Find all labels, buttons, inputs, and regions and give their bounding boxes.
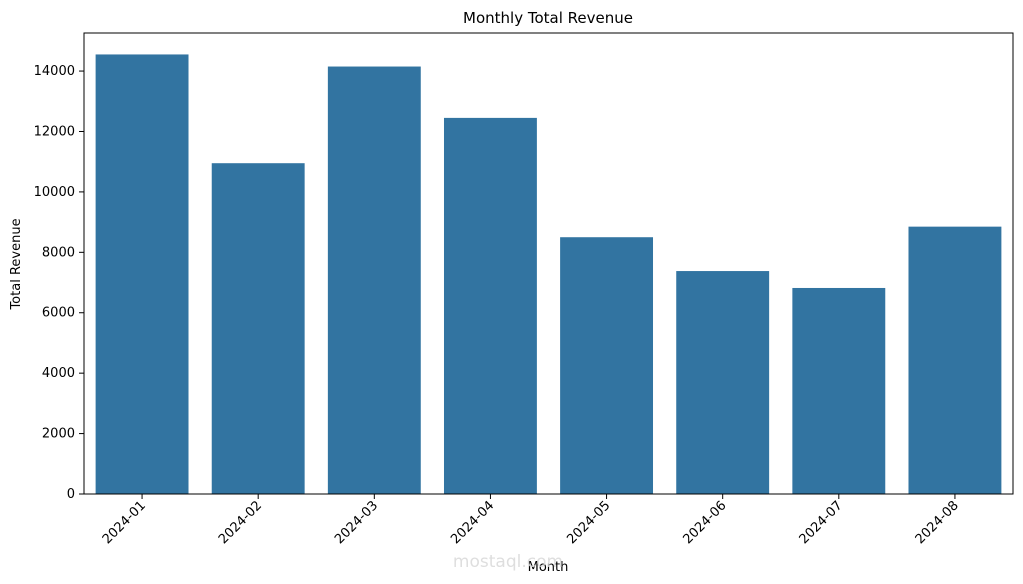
x-tick-label: 2024-06 xyxy=(680,498,729,547)
bar-2024-05 xyxy=(560,237,654,494)
bar-2024-08 xyxy=(908,226,1002,494)
y-tick-label: 6000 xyxy=(42,306,75,321)
bar-2024-04 xyxy=(443,117,537,494)
y-tick-label: 12000 xyxy=(34,124,75,139)
bar-2024-06 xyxy=(676,271,770,494)
plot-area: 0 2000 4000 6000 8000 10000 12000 14000 2024-01 2… xyxy=(34,32,1014,547)
x-axis-label: Month xyxy=(528,560,569,575)
x-tick-label: 2024-05 xyxy=(564,498,613,547)
plot-frame xyxy=(83,32,1014,495)
x-tick-label: 2024-02 xyxy=(216,498,265,547)
y-tick-label: 8000 xyxy=(42,245,75,260)
bar-2024-07 xyxy=(792,287,886,494)
bar-2024-03 xyxy=(327,66,421,494)
bar-2024-02 xyxy=(211,163,305,494)
y-tick-label: 4000 xyxy=(42,366,75,381)
y-tick-label: 10000 xyxy=(34,185,75,200)
x-tick-label: 2024-07 xyxy=(797,498,846,547)
x-tick-label: 2024-01 xyxy=(100,498,149,547)
y-tick-label: 0 xyxy=(67,487,75,502)
bar-2024-01 xyxy=(95,54,189,495)
y-tick-label: 14000 xyxy=(34,64,75,79)
x-tick-label: 2024-04 xyxy=(448,498,497,547)
watermark-text: mostaql.com xyxy=(453,552,563,572)
y-axis-label: Total Revenue xyxy=(9,218,24,310)
x-tick-label: 2024-08 xyxy=(913,498,962,547)
x-tick-label: 2024-03 xyxy=(332,498,381,547)
chart-title: Monthly Total Revenue xyxy=(463,9,633,27)
y-tick-label: 2000 xyxy=(42,427,75,442)
